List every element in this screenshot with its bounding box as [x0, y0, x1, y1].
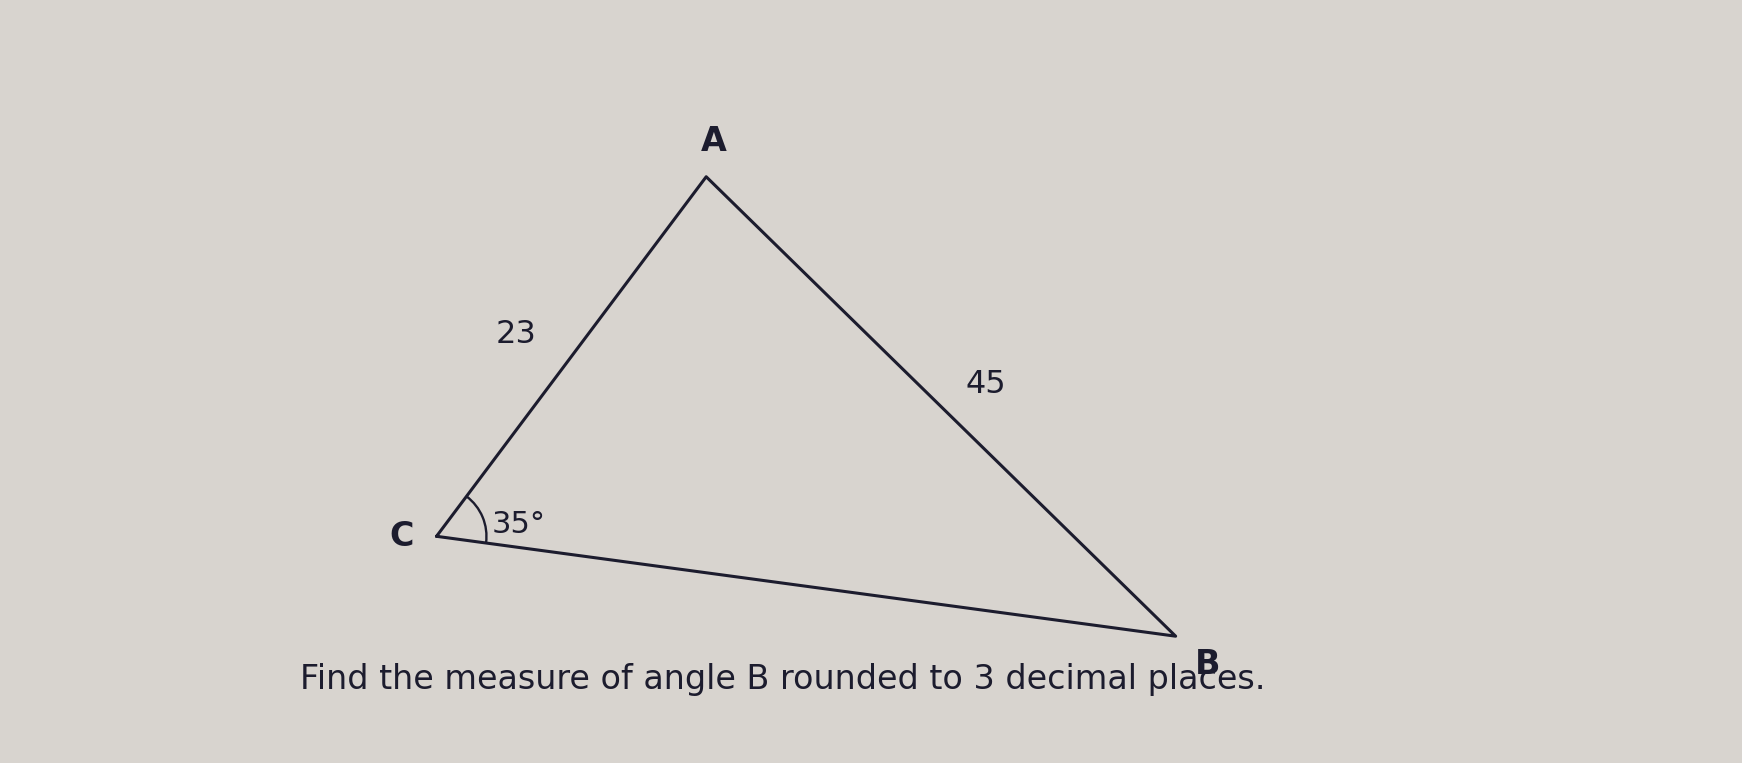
Text: C: C: [388, 520, 415, 553]
Text: 35°: 35°: [491, 510, 545, 539]
Text: B: B: [1195, 648, 1221, 681]
Text: 45: 45: [965, 369, 1007, 400]
Text: A: A: [702, 125, 726, 158]
Text: 23: 23: [496, 319, 537, 350]
Text: Find the measure of angle B rounded to 3 decimal places.: Find the measure of angle B rounded to 3…: [300, 663, 1266, 696]
